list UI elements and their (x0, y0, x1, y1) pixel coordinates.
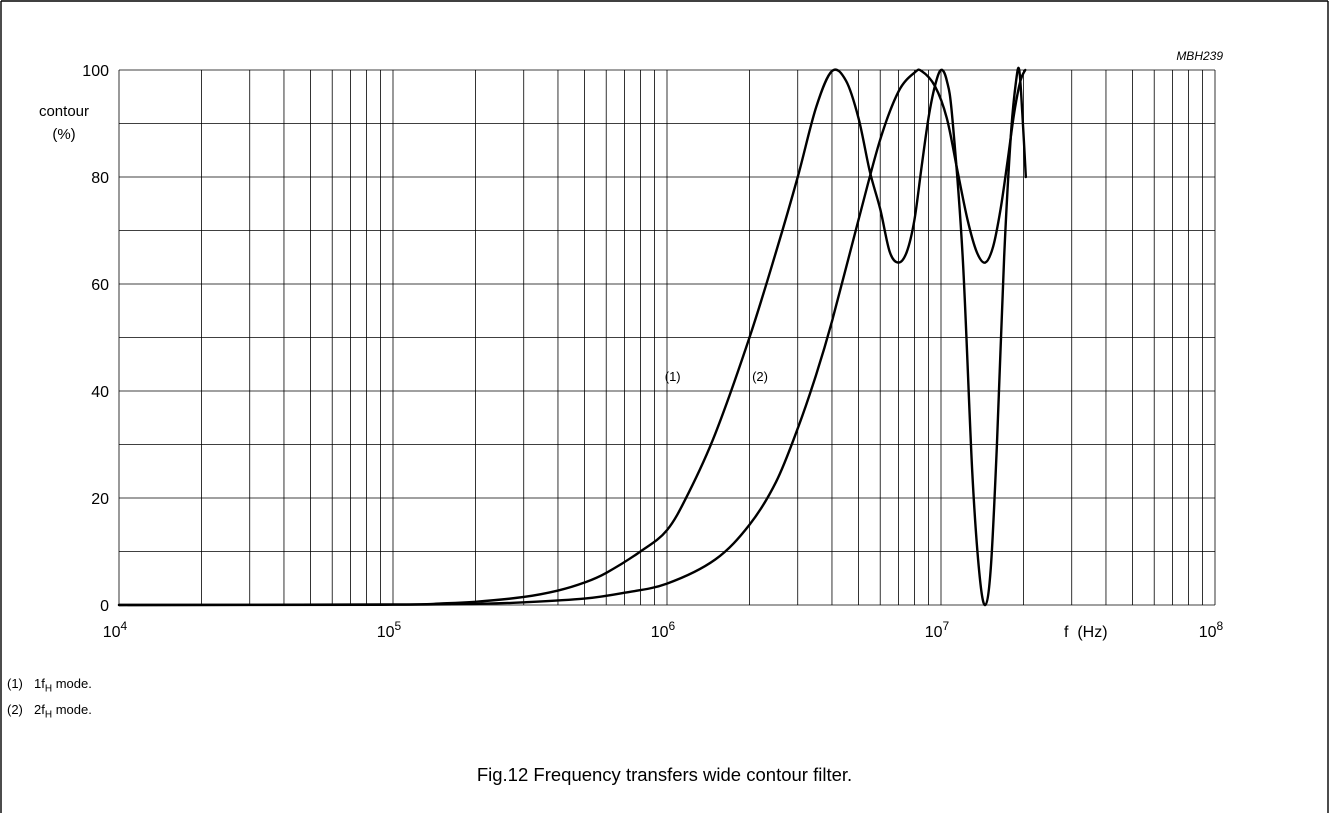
footnote-text: 2fH mode. (34, 702, 92, 721)
y-tick-label: 80 (91, 170, 109, 187)
y-axis-label-line2: (%) (52, 126, 75, 143)
figure-code: MBH239 (1176, 49, 1223, 63)
series-label-2: (2) (752, 369, 768, 384)
y-axis-label-line1: contour (39, 103, 89, 120)
series-line-2 (117, 68, 1027, 607)
x-tick-label: 106 (651, 619, 676, 641)
x-tick-label: 105 (377, 619, 402, 641)
series-line-1 (117, 66, 1028, 607)
y-tick-label: 20 (91, 491, 109, 508)
footnote-number: (1) (7, 676, 23, 691)
x-tick-label: 108 (1199, 619, 1224, 641)
figure-caption: Fig.12 Frequency transfers wide contour … (476, 764, 853, 785)
footnote-number: (2) (7, 702, 23, 717)
footnote-text: 1fH mode. (34, 676, 92, 695)
chart-grid (118, 69, 1216, 606)
chart-labels: MBH239 contour (%) f (Hz) 0 20 40 60 80 100 10… (39, 49, 1224, 641)
y-tick-label: 40 (91, 384, 109, 401)
x-tick-label: 104 (103, 619, 128, 641)
y-tick-label: 60 (91, 277, 109, 294)
x-tick-label: 107 (925, 619, 950, 641)
chart-series (117, 66, 1028, 607)
footnote-1: (1) 1fH mode. (7, 676, 92, 695)
y-tick-label: 100 (82, 63, 109, 80)
series-label-1: (1) (665, 369, 681, 384)
x-axis-label: f (Hz) (1064, 624, 1108, 641)
footnote-2: (2) 2fH mode. (7, 702, 92, 721)
y-tick-label: 0 (100, 598, 109, 615)
contour-frequency-chart: MBH239 contour (%) f (Hz) 0 20 40 60 80 100 10… (39, 49, 1224, 641)
